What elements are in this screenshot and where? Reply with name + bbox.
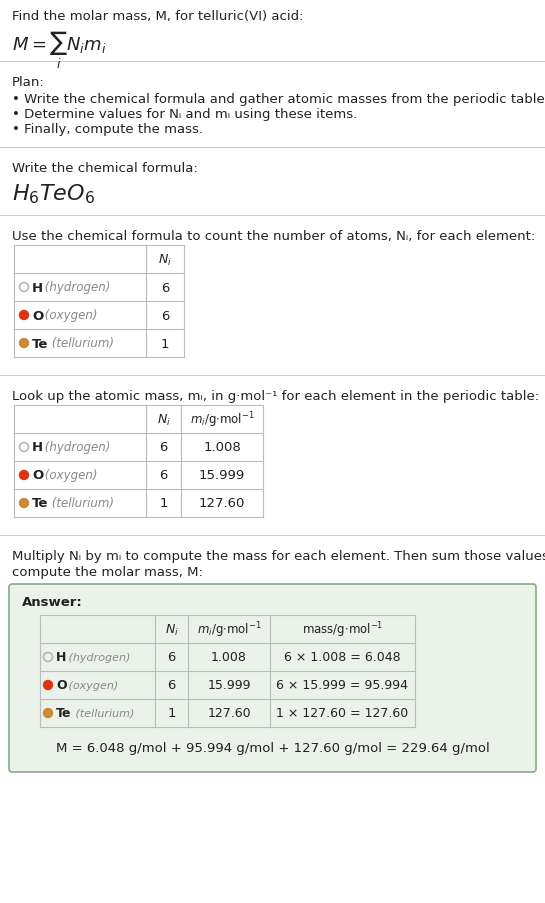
Text: $\mathrm{mass/g{\cdot}mol}^{-1}$: $\mathrm{mass/g{\cdot}mol}^{-1}$ [302, 619, 383, 639]
Text: 6 × 15.999 = 95.994: 6 × 15.999 = 95.994 [276, 679, 409, 692]
Text: (tellurium): (tellurium) [72, 708, 135, 718]
Text: (oxygen): (oxygen) [41, 469, 98, 482]
Circle shape [20, 499, 28, 507]
Text: 6 × 1.008 = 6.048: 6 × 1.008 = 6.048 [284, 651, 401, 664]
Text: 15.999: 15.999 [199, 469, 245, 482]
Text: 1.008: 1.008 [203, 441, 241, 454]
Text: 6: 6 [167, 679, 175, 692]
Text: $N_i$: $N_i$ [156, 412, 171, 427]
Text: Multiply Nᵢ by mᵢ to compute the mass for each element. Then sum those values to: Multiply Nᵢ by mᵢ to compute the mass fo… [12, 549, 545, 563]
Text: (oxygen): (oxygen) [65, 680, 118, 690]
FancyBboxPatch shape [9, 584, 536, 772]
Text: $N_i$: $N_i$ [165, 622, 178, 637]
Text: Answer:: Answer: [22, 595, 83, 609]
Text: 127.60: 127.60 [199, 497, 245, 510]
Text: 1: 1 [167, 707, 175, 720]
Text: Look up the atomic mass, mᵢ, in g·mol⁻¹ for each element in the periodic table:: Look up the atomic mass, mᵢ, in g·mol⁻¹ … [12, 389, 539, 403]
Text: Find the molar mass, M, for telluric(VI) acid:: Find the molar mass, M, for telluric(VI)… [12, 10, 304, 23]
Text: O: O [56, 679, 66, 692]
Circle shape [44, 681, 52, 690]
Text: 15.999: 15.999 [207, 679, 251, 692]
Text: $M = \sum_i N_i m_i$: $M = \sum_i N_i m_i$ [12, 30, 106, 71]
Text: 127.60: 127.60 [207, 707, 251, 720]
Text: $m_i/\mathrm{g{\cdot}mol}^{-1}$: $m_i/\mathrm{g{\cdot}mol}^{-1}$ [190, 410, 255, 429]
Text: • Determine values for Nᵢ and mᵢ using these items.: • Determine values for Nᵢ and mᵢ using t… [12, 107, 358, 121]
Text: 6: 6 [159, 441, 168, 454]
Text: 1: 1 [159, 497, 168, 510]
Circle shape [44, 709, 52, 718]
Text: Te: Te [32, 497, 49, 510]
Text: • Finally, compute the mass.: • Finally, compute the mass. [12, 123, 203, 135]
Circle shape [20, 312, 28, 321]
Circle shape [20, 340, 28, 349]
Text: (hydrogen): (hydrogen) [65, 652, 130, 662]
Text: Use the chemical formula to count the number of atoms, Nᵢ, for each element:: Use the chemical formula to count the nu… [12, 229, 535, 243]
Text: (hydrogen): (hydrogen) [41, 281, 111, 294]
Text: Te: Te [56, 707, 71, 720]
Text: 6: 6 [161, 281, 169, 294]
Text: O: O [32, 309, 43, 322]
Text: O: O [32, 469, 43, 482]
Text: Write the chemical formula:: Write the chemical formula: [12, 162, 198, 175]
Text: $N_i$: $N_i$ [158, 252, 172, 267]
Text: H: H [56, 651, 66, 664]
Text: 6: 6 [159, 469, 168, 482]
Text: $H_6TeO_6$: $H_6TeO_6$ [12, 182, 95, 205]
Text: compute the molar mass, M:: compute the molar mass, M: [12, 565, 203, 578]
Text: 1: 1 [161, 337, 169, 350]
Text: 1.008: 1.008 [211, 651, 247, 664]
Text: (tellurium): (tellurium) [48, 497, 114, 510]
Text: M = 6.048 g/mol + 95.994 g/mol + 127.60 g/mol = 229.64 g/mol: M = 6.048 g/mol + 95.994 g/mol + 127.60 … [56, 741, 489, 754]
Text: (oxygen): (oxygen) [41, 309, 98, 322]
Text: (hydrogen): (hydrogen) [41, 441, 111, 454]
Circle shape [20, 471, 28, 480]
Text: (tellurium): (tellurium) [48, 337, 114, 350]
Text: 1 × 127.60 = 127.60: 1 × 127.60 = 127.60 [276, 707, 409, 720]
Text: Te: Te [32, 337, 49, 350]
Text: 6: 6 [161, 309, 169, 322]
Text: • Write the chemical formula and gather atomic masses from the periodic table.: • Write the chemical formula and gather … [12, 93, 545, 106]
Text: H: H [32, 441, 43, 454]
Text: H: H [32, 281, 43, 294]
Text: 6: 6 [167, 651, 175, 664]
Text: Plan:: Plan: [12, 76, 45, 88]
Text: $m_i/\mathrm{g{\cdot}mol}^{-1}$: $m_i/\mathrm{g{\cdot}mol}^{-1}$ [197, 619, 261, 639]
